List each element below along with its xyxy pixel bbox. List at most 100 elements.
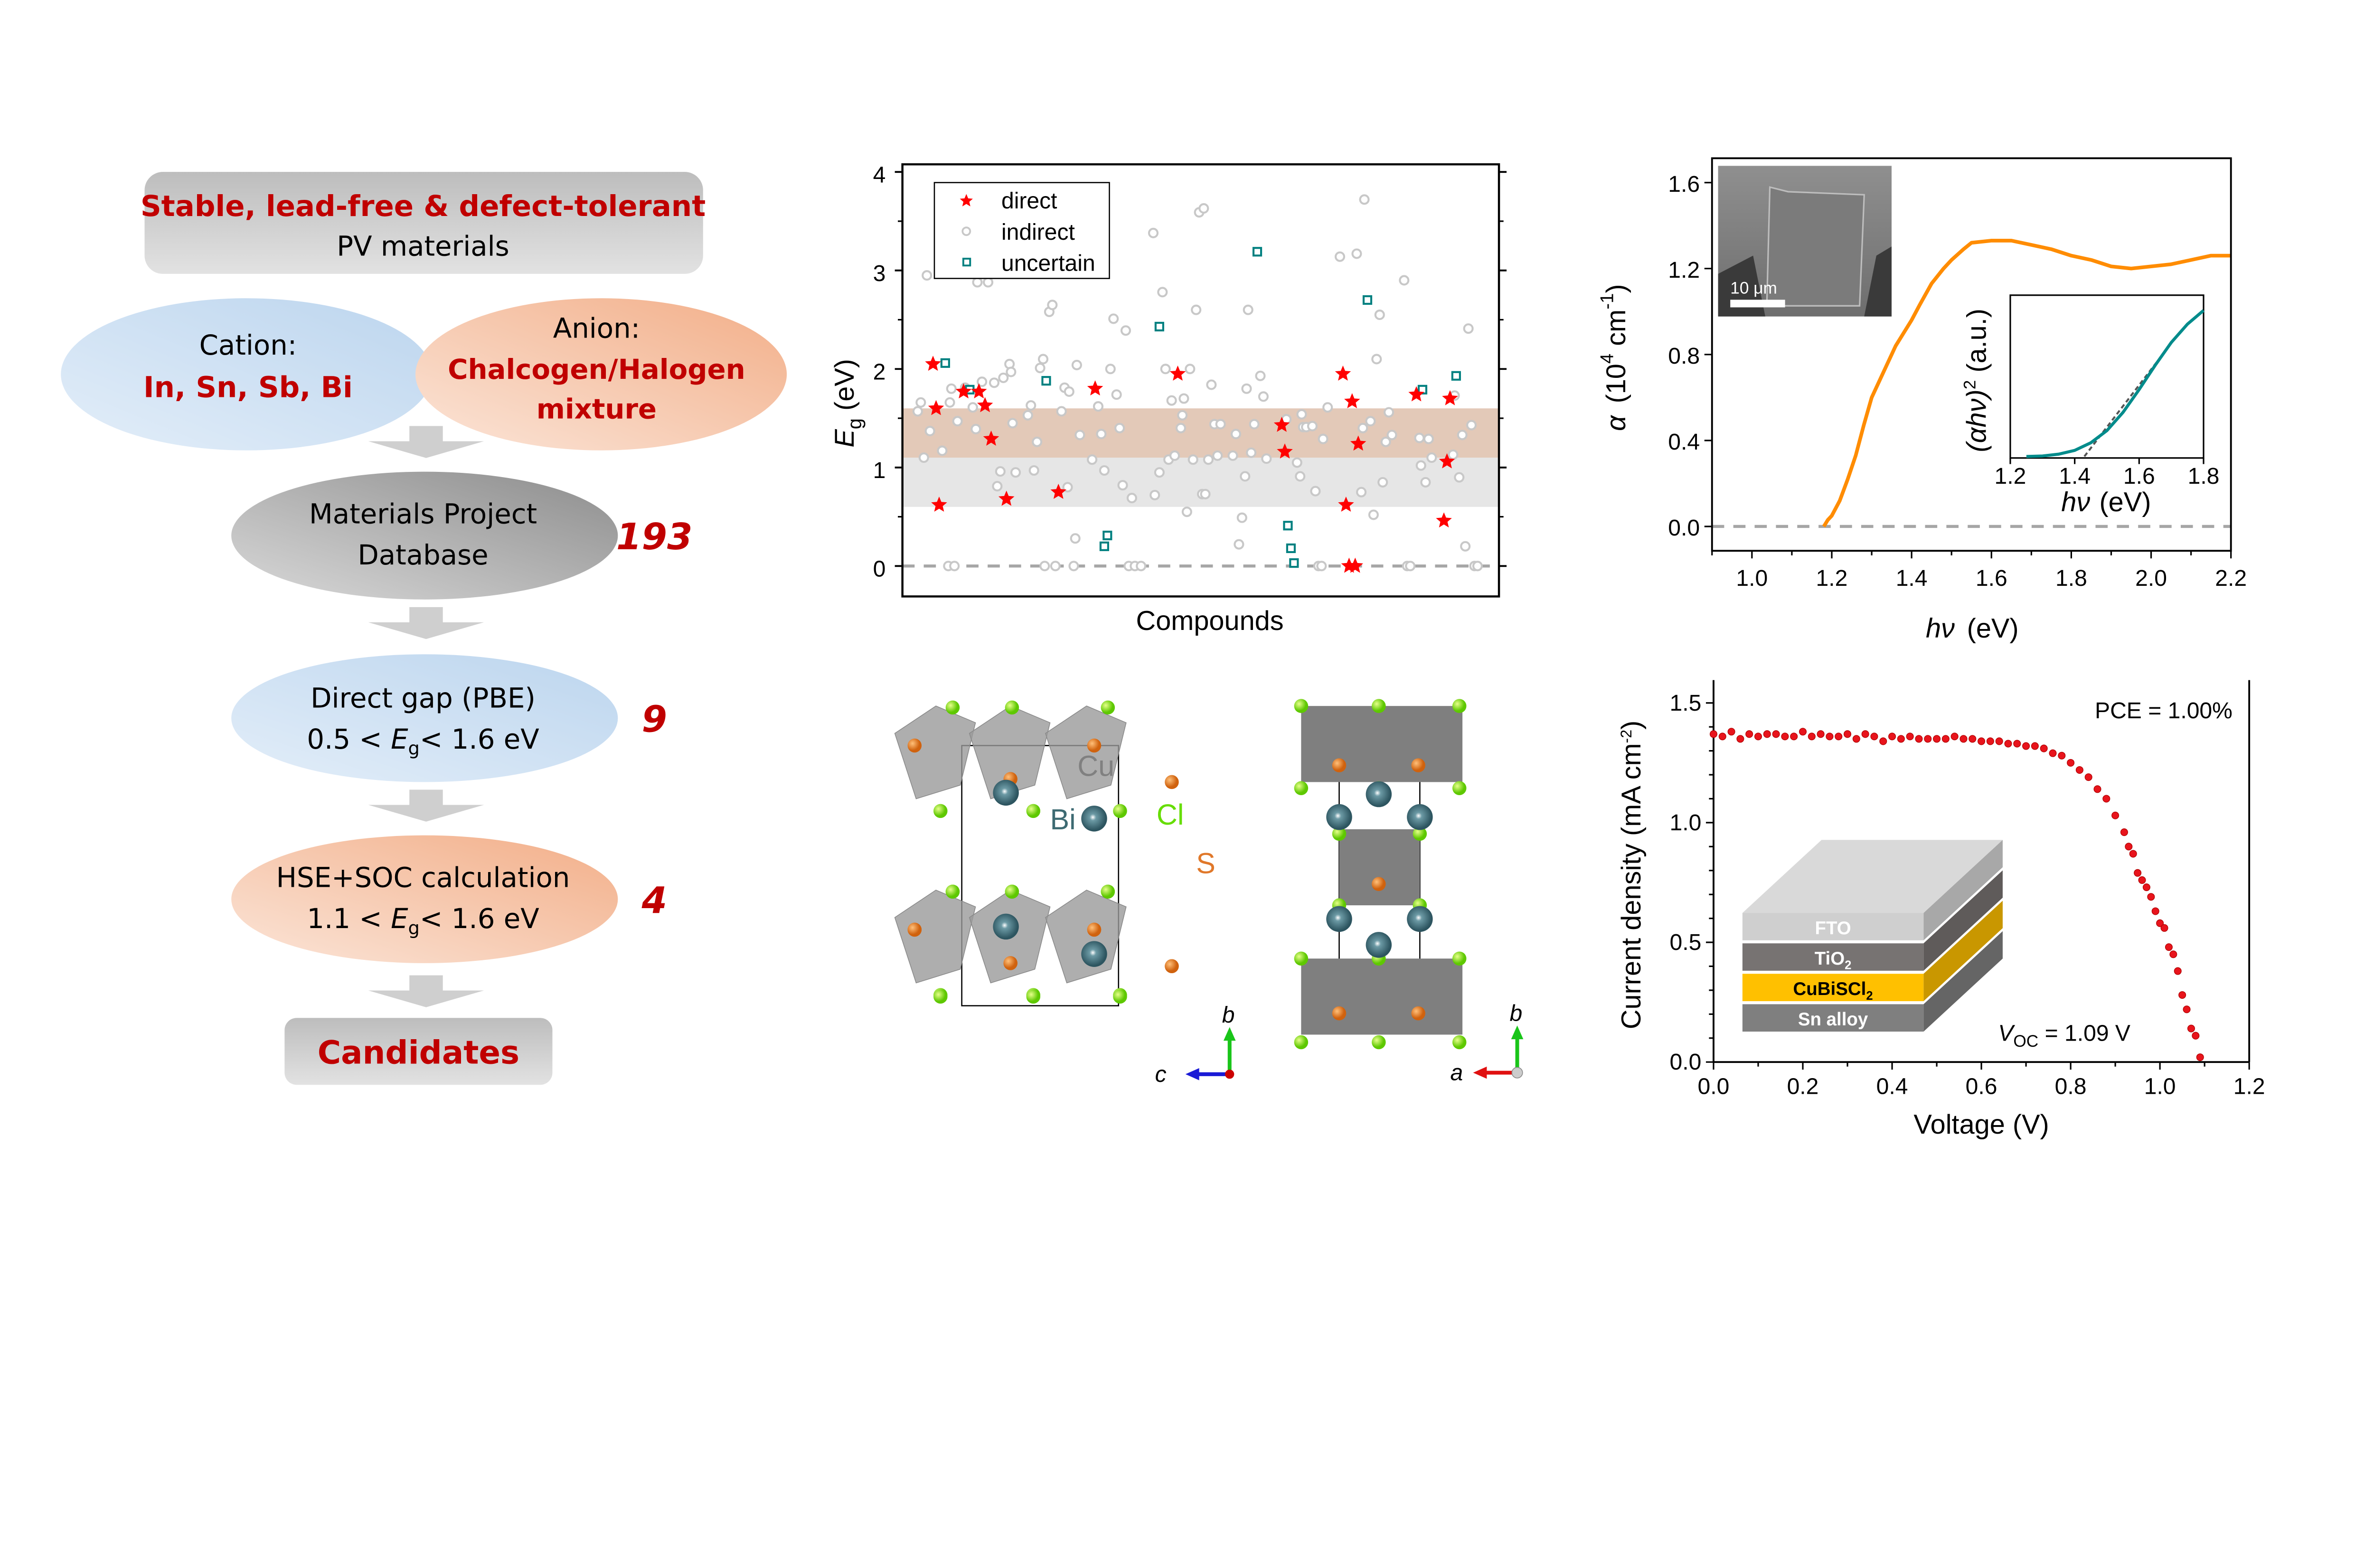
- pce-annotation: PCE = 1.00%: [2095, 698, 2233, 723]
- jv-point: [1799, 728, 1807, 736]
- direct-point: [1408, 386, 1424, 402]
- cl-atom: [1026, 804, 1041, 818]
- indirect-point: [1365, 416, 1376, 427]
- cation-value: In, Sn, Sb, Bi: [143, 371, 353, 404]
- indirect-point: [1227, 450, 1238, 461]
- jv-point: [1772, 730, 1780, 738]
- jv-point: [1844, 730, 1852, 738]
- indirect-point: [1371, 354, 1382, 365]
- arrow-down-icon: [368, 975, 484, 1007]
- y-tick-label: 4: [873, 162, 886, 188]
- jv-point: [2169, 950, 2177, 958]
- indirect-point: [1399, 275, 1410, 286]
- indirect-point: [922, 270, 933, 281]
- indirect-point: [1296, 409, 1307, 420]
- indirect-point: [1234, 539, 1244, 550]
- jv-point: [1790, 732, 1798, 741]
- jv-point: [2147, 893, 2155, 901]
- jv-point: [1986, 737, 1994, 745]
- uncertain-point: [1289, 558, 1299, 568]
- indirect-point: [1230, 429, 1241, 440]
- s-atom: [1087, 922, 1102, 937]
- y-tick-label: 0.0: [1670, 1049, 1702, 1075]
- indirect-point: [1255, 370, 1266, 381]
- indirect-point: [1111, 389, 1122, 400]
- uncertain-point: [1252, 247, 1262, 257]
- jv-point: [2151, 907, 2159, 915]
- anion-label: Anion:: [553, 312, 640, 345]
- direct-point: [998, 490, 1015, 506]
- indirect-point: [1307, 421, 1318, 432]
- indirect-point: [1105, 364, 1116, 375]
- x-tick-label: 0.0: [1698, 1073, 1730, 1099]
- indirect-point: [1249, 419, 1260, 430]
- jv-point: [2049, 749, 2057, 757]
- sem-image-inset: 10 μm: [1718, 166, 1892, 317]
- x-tick-label: 2.0: [2135, 565, 2167, 591]
- y-tick-label: 1: [873, 458, 886, 483]
- indirect-point: [1010, 467, 1021, 478]
- inset-x-tick-label: 1.4: [2059, 463, 2091, 489]
- jv-point: [1745, 730, 1753, 738]
- indirect-point: [1384, 407, 1394, 418]
- indirect-point: [1322, 402, 1333, 413]
- jv-point: [2084, 773, 2092, 781]
- uncertain-point: [1041, 376, 1051, 386]
- indirect-point: [1357, 423, 1368, 433]
- bi-atom: [1407, 804, 1433, 830]
- jv-point: [2129, 850, 2137, 858]
- database-count: 193: [616, 516, 693, 558]
- jv-point: [1781, 732, 1789, 741]
- direct-point: [1087, 380, 1103, 396]
- hse-eg-sub: g: [408, 918, 420, 939]
- indirect-point: [1120, 325, 1131, 336]
- indirect-point: [1062, 482, 1073, 493]
- flowchart: Stable, lead-free & defect-tolerant PV m…: [61, 172, 787, 1085]
- indirect-point: [1006, 366, 1017, 377]
- indirect-point: [1246, 447, 1257, 458]
- arrow-left-icon: [1473, 1066, 1487, 1079]
- jv-point: [1754, 732, 1762, 741]
- hse-eg-symbol: E: [391, 902, 408, 935]
- layer-front: [1742, 943, 1924, 971]
- cl-atom: [1372, 699, 1386, 713]
- axis-b-left: b: [1222, 1002, 1235, 1028]
- inset-x-symbol: hν: [2061, 487, 2090, 517]
- arrow-up-icon: [1223, 1027, 1236, 1041]
- uncertain-point: [1362, 295, 1373, 305]
- indirect-point: [1022, 410, 1033, 421]
- top-box-title: Stable, lead-free & defect-tolerant: [141, 189, 706, 223]
- axis-a-dot: [1225, 1070, 1234, 1079]
- axis-c-dot: [1511, 1067, 1523, 1079]
- cl-atom: [1005, 700, 1019, 715]
- bi-atom: [993, 779, 1019, 806]
- database-ellipse: [231, 471, 618, 600]
- sem-crystal: [1766, 186, 1865, 307]
- indirect-point: [1070, 533, 1081, 544]
- indirect-point: [1454, 472, 1465, 483]
- cl-atom: [1113, 989, 1127, 1004]
- crystal-structure-bc: [894, 700, 1179, 1006]
- anion-value-2: mixture: [537, 393, 657, 425]
- inset-frame: [2009, 294, 2204, 459]
- indirect-point: [1187, 454, 1198, 465]
- indirect-point: [1007, 418, 1018, 429]
- arrow-up-icon: [1511, 1025, 1524, 1040]
- layer-name: TiO: [1815, 948, 1845, 969]
- indirect-point: [1028, 465, 1039, 476]
- indirect-point: [1149, 489, 1160, 500]
- s-atom: [1332, 758, 1347, 772]
- anion-value-1: Chalcogen/Halogen: [448, 353, 745, 385]
- jv-point: [2040, 744, 2048, 752]
- x-tick-label: 0.6: [1966, 1073, 1997, 1099]
- indirect-point: [1039, 561, 1050, 572]
- indirect-point: [1071, 359, 1082, 370]
- indirect-point: [1215, 419, 1226, 430]
- jv-point: [2178, 991, 2186, 999]
- indirect-point: [1460, 541, 1471, 552]
- x-tick-label: 0.8: [2055, 1073, 2087, 1099]
- direct-point: [1347, 557, 1363, 573]
- x-tick-label: 2.2: [2215, 565, 2247, 591]
- candidates-box: [284, 1018, 553, 1085]
- legend-label-uncertain: uncertain: [1001, 251, 1095, 276]
